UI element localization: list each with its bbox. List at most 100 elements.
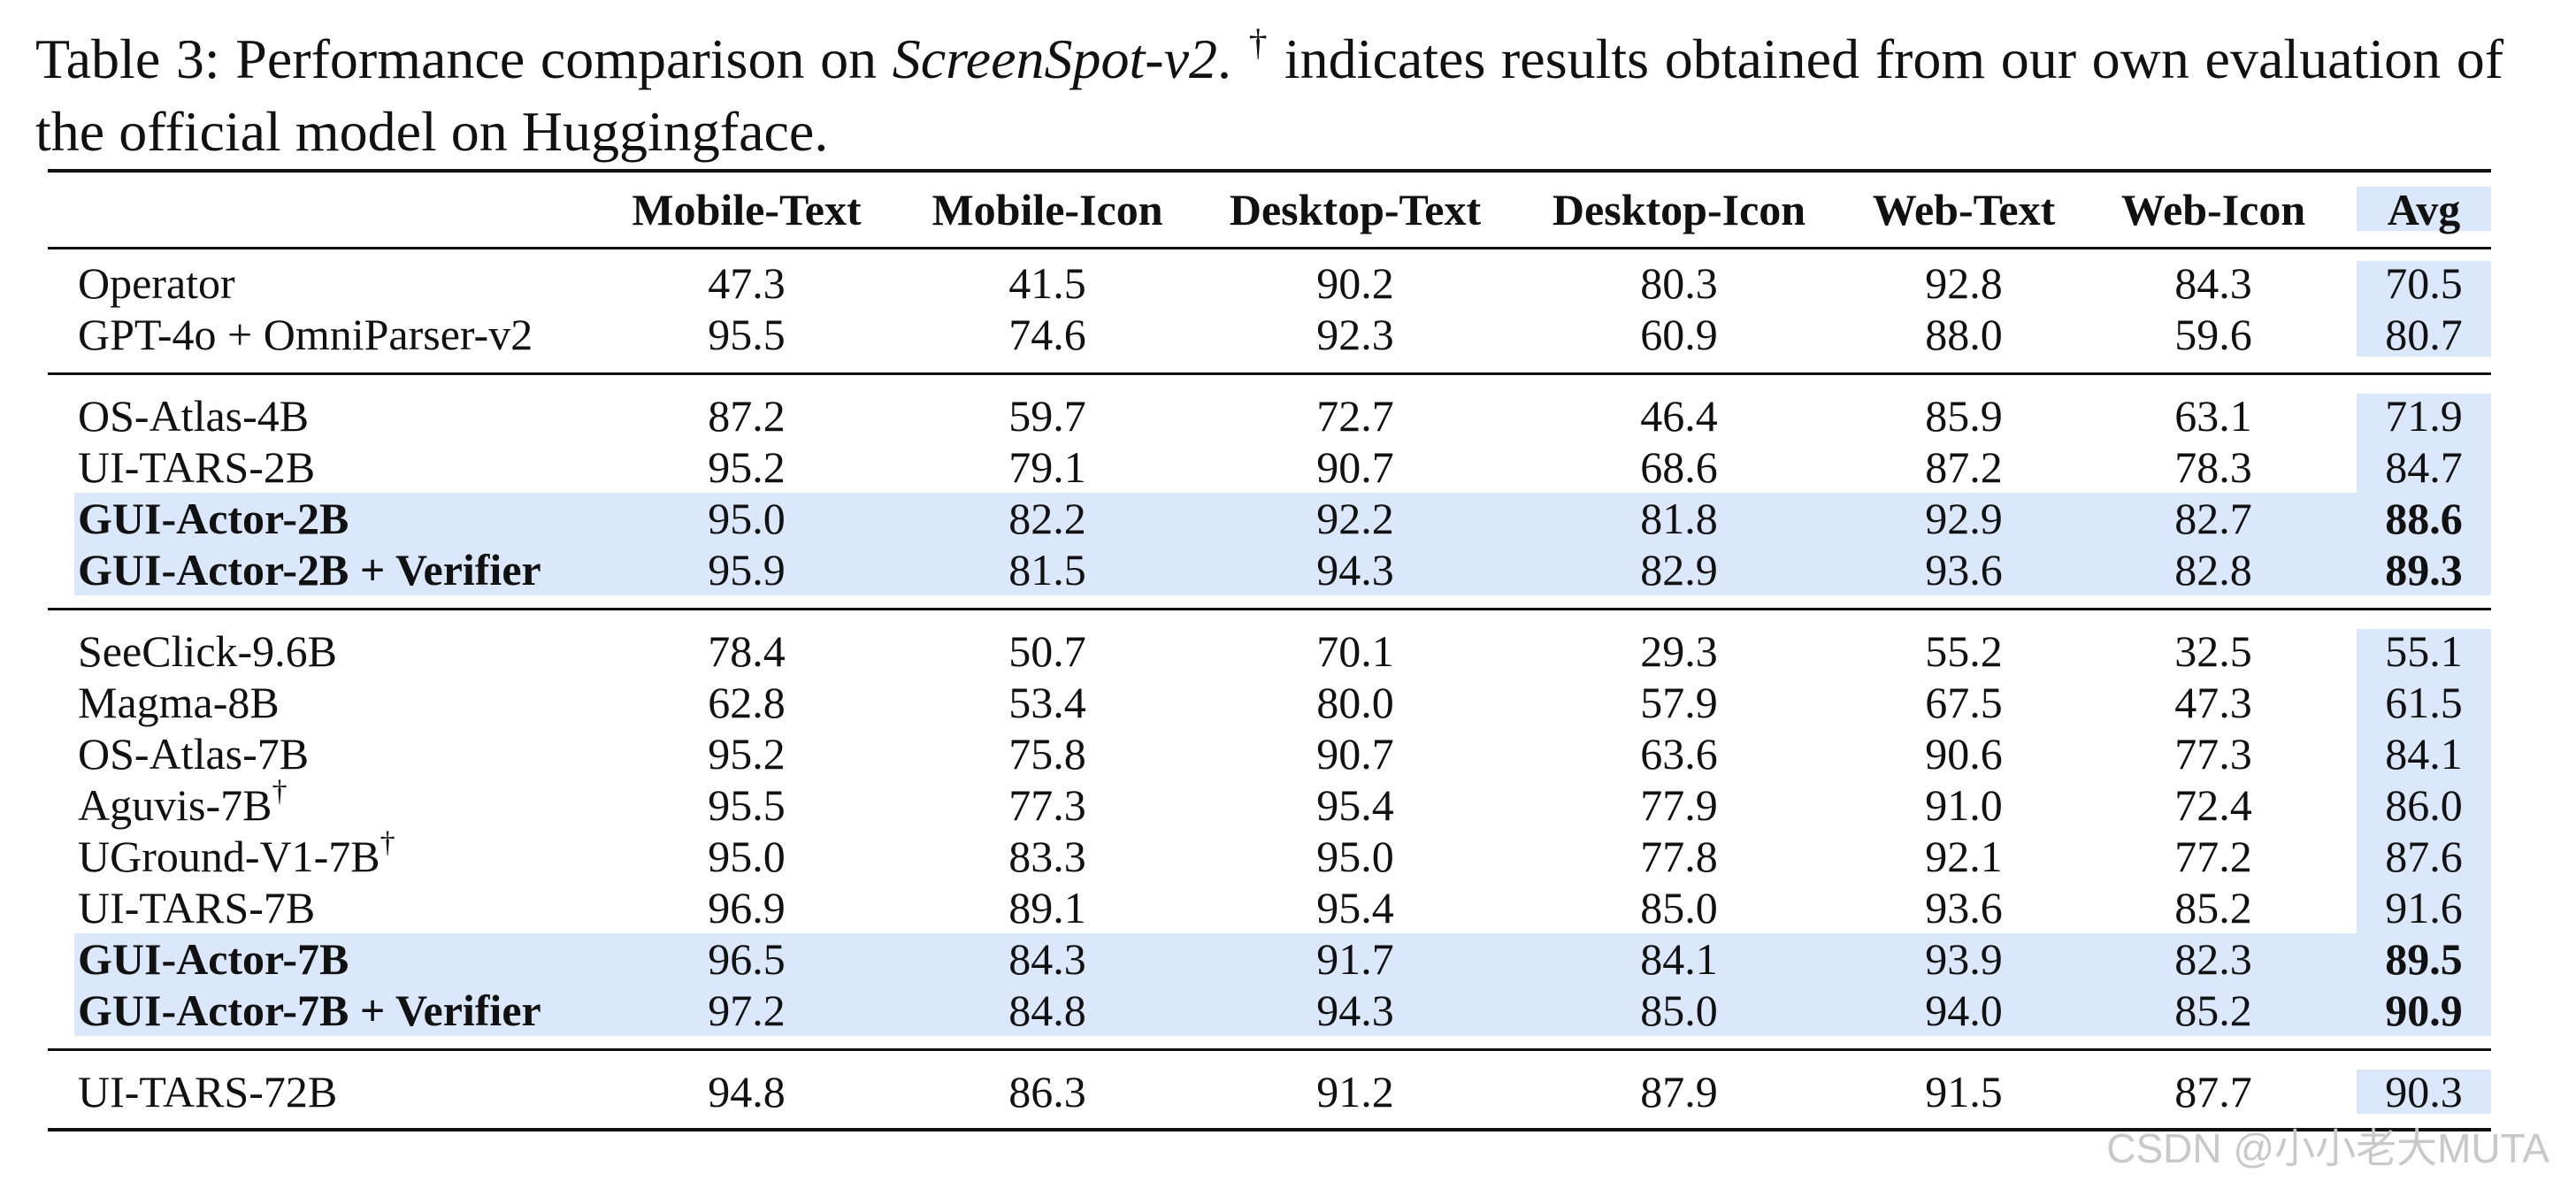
caption-suffix: indicates results obtained from our own … [35,27,2504,163]
avg-value: 70.5 [2385,258,2463,308]
score-value: 95.0 [708,832,786,881]
model-name-text: SeeClick-9.6B [78,626,338,676]
score-value: 92.3 [1316,310,1394,359]
score-value: 80.0 [1316,678,1394,727]
score-value: 90.7 [1316,729,1394,779]
model-name: GUI-Actor-2B + Verifier [78,544,541,595]
score-value: 95.9 [708,545,786,594]
model-name: UGround-V1-7B† [78,826,395,888]
avg-value: 89.5 [2385,934,2463,984]
score-value: 84.3 [2174,258,2252,308]
model-name-text: OS-Atlas-7B [78,729,310,779]
score-value: 96.5 [708,934,786,984]
score-value: 84.3 [1008,934,1086,984]
avg-value: 87.6 [2385,832,2463,881]
score-value: 90.7 [1316,442,1394,492]
column-header: Desktop-Text [1229,185,1482,234]
score-value: 95.5 [708,310,786,359]
score-value: 95.2 [708,729,786,779]
score-value: 80.3 [1640,258,1718,308]
score-value: 63.1 [2174,391,2252,441]
model-name: Aguvis-7B† [78,775,287,837]
score-value: 74.6 [1008,310,1086,359]
table-caption: Table 3: Performance comparison on Scree… [35,23,2504,165]
score-value: 78.4 [708,626,786,676]
score-value: 88.0 [1925,310,2003,359]
score-value: 96.9 [708,883,786,932]
caption-prefix: Performance comparison on [235,27,878,90]
avg-column-highlight [2357,1070,2491,1114]
column-header: Web-Text [1872,185,2056,234]
score-value: 29.3 [1640,626,1718,676]
caption-dagger: † [1246,23,1269,64]
highlight-row-background [74,493,2491,544]
score-value: 95.4 [1316,780,1394,830]
highlight-row-background [74,544,2491,595]
score-value: 60.9 [1640,310,1718,359]
score-value: 59.6 [2174,310,2252,359]
score-value: 77.9 [1640,780,1718,830]
top-rule [48,169,2491,173]
score-value: 87.9 [1640,1067,1718,1116]
model-name: UI-TARS-7B [78,882,315,933]
model-name-text: GUI-Actor-7B [78,934,349,984]
score-value: 59.7 [1008,391,1086,441]
score-value: 77.3 [2174,729,2252,779]
score-value: 91.5 [1925,1067,2003,1116]
score-value: 68.6 [1640,442,1718,492]
avg-value: 91.6 [2385,883,2463,932]
model-name-text: GPT-4o + OmniParser-v2 [78,310,533,359]
score-value: 83.3 [1008,832,1086,881]
score-value: 87.2 [708,391,786,441]
avg-value: 86.0 [2385,780,2463,830]
column-header: Desktop-Icon [1552,185,1806,234]
dagger-mark: † [380,826,395,859]
score-value: 94.3 [1316,545,1394,594]
model-name: OS-Atlas-7B [78,728,309,779]
avg-column-highlight [2357,261,2491,357]
model-name-text: UGround-V1-7B [78,832,380,881]
score-value: 91.2 [1316,1067,1394,1116]
avg-value: 71.9 [2385,391,2463,441]
score-value: 67.5 [1925,678,2003,727]
score-value: 47.3 [708,258,786,308]
score-value: 75.8 [1008,729,1086,779]
model-name: GPT-4o + OmniParser-v2 [78,309,533,360]
watermark: CSDN @小小老大MUTA [2106,1125,2549,1171]
caption-table-label: Table 3: [35,27,220,90]
score-value: 81.5 [1008,545,1086,594]
score-value: 95.0 [1316,832,1394,881]
score-value: 82.8 [2174,545,2252,594]
highlight-row-background [74,985,2491,1036]
model-name-text: UI-TARS-2B [78,442,316,492]
score-value: 82.2 [1008,494,1086,543]
model-name: UI-TARS-2B [78,441,315,493]
score-value: 62.8 [708,678,786,727]
score-value: 95.5 [708,780,786,830]
score-value: 82.7 [2174,494,2252,543]
score-value: 85.0 [1640,986,1718,1035]
dagger-mark: † [272,775,288,808]
score-value: 47.3 [2174,678,2252,727]
score-value: 77.8 [1640,832,1718,881]
model-name: OS-Atlas-4B [78,390,309,441]
score-value: 72.7 [1316,391,1394,441]
score-value: 97.2 [708,986,786,1035]
model-name: Magma-8B [78,677,280,728]
score-value: 84.1 [1640,934,1718,984]
model-name-text: UI-TARS-7B [78,883,316,932]
model-name-text: GUI-Actor-7B + Verifier [78,986,541,1035]
score-value: 53.4 [1008,678,1086,727]
column-header: Mobile-Text [632,185,862,234]
score-value: 94.8 [708,1067,786,1116]
model-name: Operator [78,257,235,309]
score-value: 87.7 [2174,1067,2252,1116]
caption-benchmark: ScreenSpot-v2 [892,27,1217,90]
score-value: 92.9 [1925,494,2003,543]
avg-value: 89.3 [2385,545,2463,594]
score-value: 82.9 [1640,545,1718,594]
score-value: 95.4 [1316,883,1394,932]
score-value: 77.3 [1008,780,1086,830]
score-value: 78.3 [2174,442,2252,492]
score-value: 92.8 [1925,258,2003,308]
